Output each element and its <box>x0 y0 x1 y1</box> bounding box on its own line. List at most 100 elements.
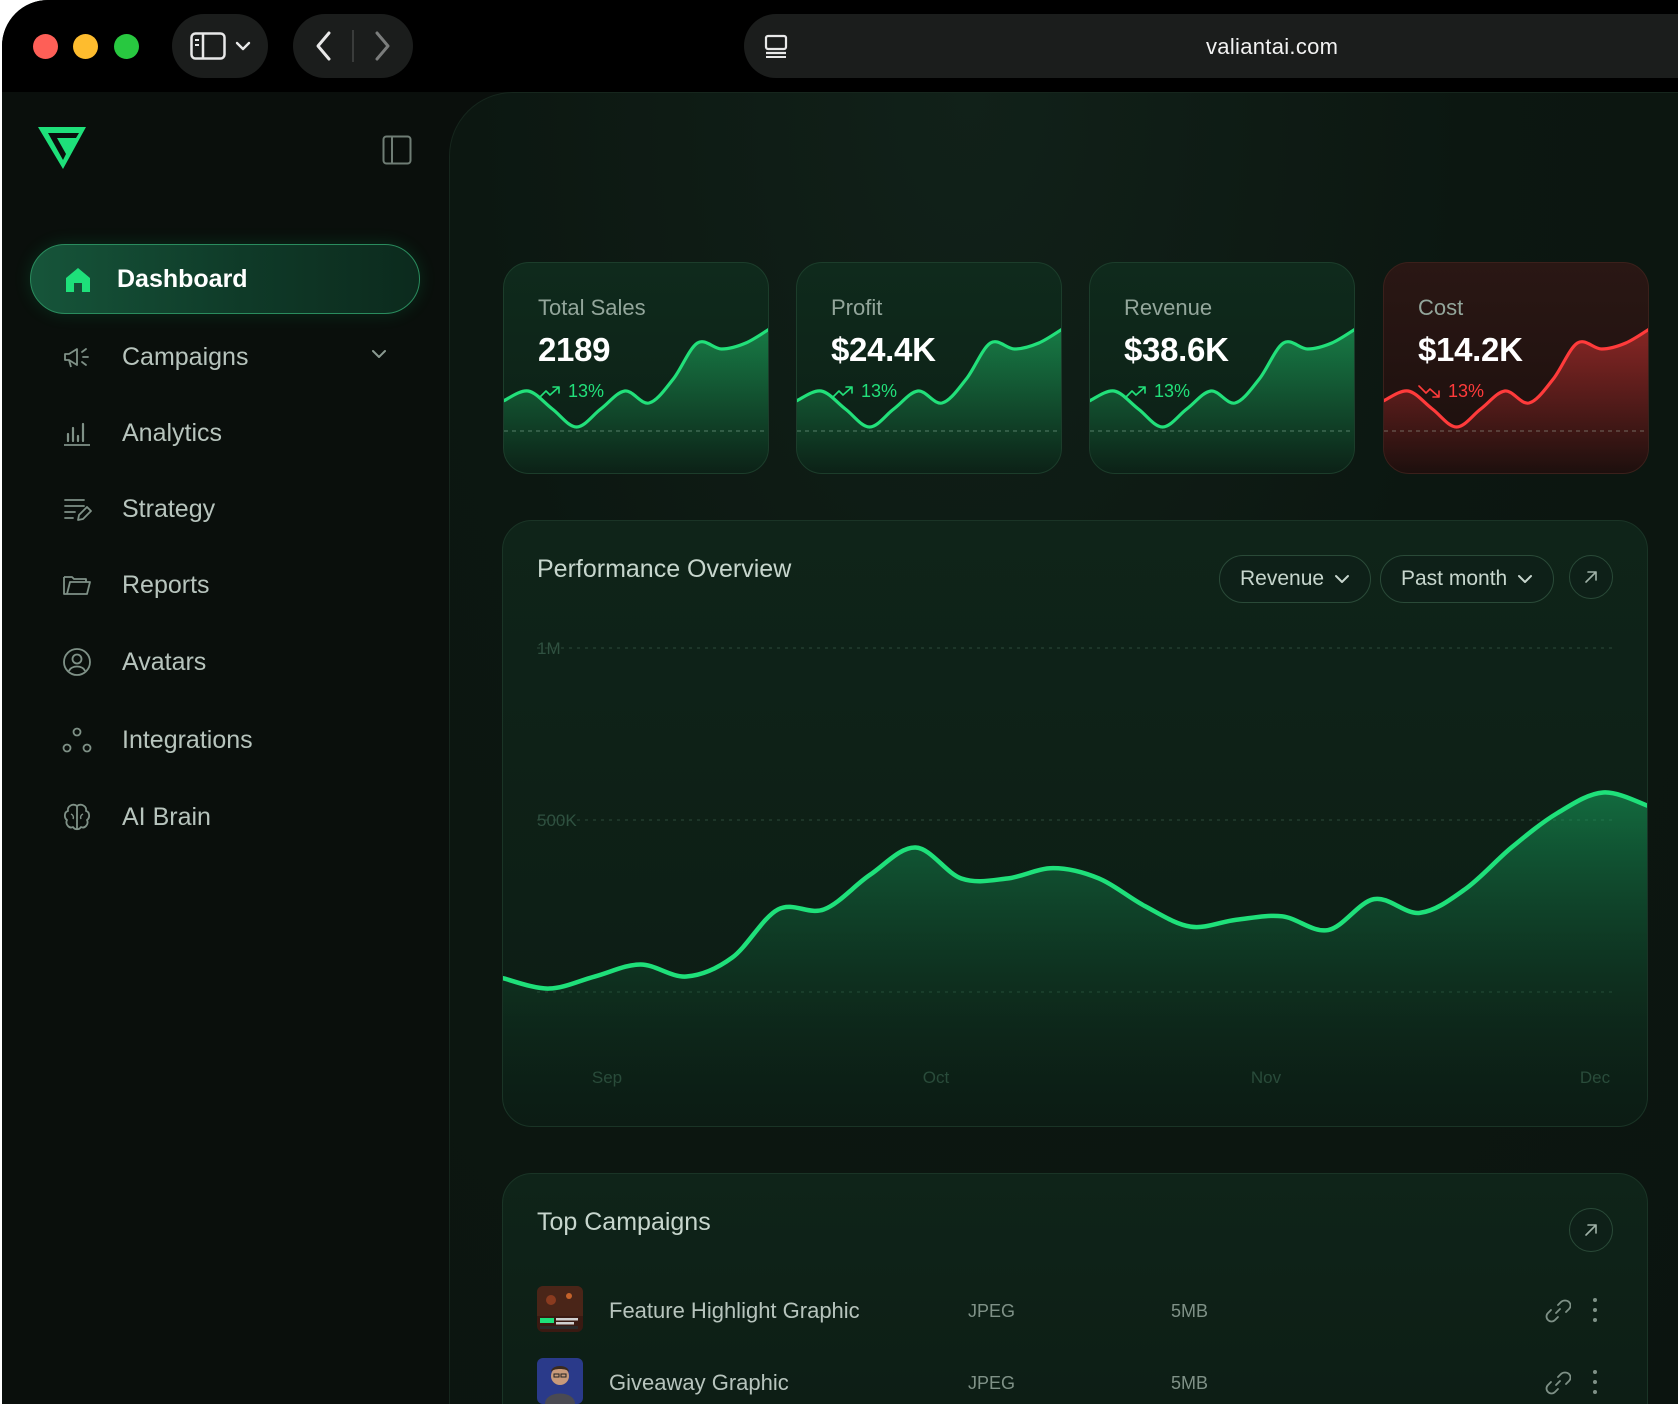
series-line <box>503 790 1647 991</box>
sidebar-item-label: Avatars <box>122 647 207 676</box>
sidebar-icon <box>190 32 226 60</box>
area-fill <box>503 792 1647 1126</box>
sidebar-item-label: Analytics <box>122 418 223 447</box>
sidebar-item-label: Dashboard <box>117 264 248 293</box>
stat-card-profit[interactable]: Profit $24.4K 13% <box>796 262 1062 474</box>
performance-chart: 1M500KSepOctNovDec <box>503 639 1647 1126</box>
brain-icon <box>63 803 91 831</box>
sidebar-item-analytics[interactable]: Analytics <box>30 398 420 468</box>
period-select[interactable]: Past month <box>1380 555 1555 603</box>
browser-toolbar: valiantai.com <box>2 0 1678 92</box>
sparkline-line <box>504 327 768 429</box>
table-row[interactable]: Feature Highlight Graphic JPEG 5MB <box>537 1286 1617 1338</box>
megaphone-icon <box>64 348 89 368</box>
valiant-logo <box>38 127 86 169</box>
nodes-icon <box>62 727 92 753</box>
metric-select[interactable]: Revenue <box>1219 555 1372 603</box>
folder-icon <box>63 576 91 595</box>
chevron-down-icon <box>235 41 251 51</box>
stat-delta-value: 13% <box>1448 381 1485 401</box>
stat-card-cost[interactable]: Cost $14.2K 13% <box>1383 262 1649 474</box>
stat-title: Cost <box>1418 295 1464 320</box>
forward-arrow-icon[interactable] <box>371 30 393 62</box>
stat-value: $38.6K <box>1124 331 1229 368</box>
stat-delta-value: 13% <box>1154 381 1191 401</box>
stat-delta: 13% <box>1418 381 1484 402</box>
campaign-size: 5MB <box>1171 1301 1209 1321</box>
performance-overview-panel: Performance Overview Revenue Past month <box>502 520 1648 1127</box>
chevron-down-icon[interactable] <box>370 348 388 360</box>
stat-delta: 13% <box>538 381 604 402</box>
sparkline <box>1384 327 1648 473</box>
metric-select-value: Revenue <box>1240 567 1325 590</box>
back-arrow-icon[interactable] <box>313 30 335 62</box>
campaign-name: Feature Highlight Graphic <box>609 1298 860 1323</box>
sidebar-item-reports[interactable]: Reports <box>30 550 420 620</box>
arrow-up-right-icon <box>1585 1224 1597 1236</box>
collapse-sidebar-icon[interactable] <box>382 135 412 165</box>
sparkline <box>504 327 768 473</box>
expand-chart-button[interactable] <box>1569 555 1613 599</box>
maximize-window-button[interactable] <box>114 34 139 59</box>
stat-delta-value: 13% <box>861 381 898 401</box>
view-all-campaigns-button[interactable] <box>1569 1208 1613 1252</box>
link-icon[interactable] <box>1545 1370 1571 1396</box>
more-vertical-icon[interactable] <box>1591 1368 1599 1396</box>
stat-title: Profit <box>831 295 883 320</box>
bar-chart-icon <box>64 422 90 446</box>
link-icon[interactable] <box>1545 1298 1571 1324</box>
sidebar-item-label: Strategy <box>122 494 216 523</box>
campaign-type: JPEG <box>968 1373 1016 1393</box>
address-bar[interactable]: valiantai.com <box>744 14 1678 78</box>
sparkline-line <box>797 327 1061 429</box>
panel-title: Performance Overview <box>537 555 792 583</box>
campaign-type: JPEG <box>968 1301 1016 1321</box>
sidebar-item-label: AI Brain <box>122 802 211 831</box>
stat-delta-value: 13% <box>568 381 605 401</box>
campaign-size: 5MB <box>1171 1373 1209 1393</box>
sparkline-area <box>1090 329 1354 473</box>
panel-title: Top Campaigns <box>537 1208 711 1236</box>
stat-card-total-sales[interactable]: Total Sales 2189 13% <box>503 262 769 474</box>
trend-up-icon <box>831 385 853 399</box>
trend-down-icon <box>1418 384 1440 398</box>
y-tick-label: 500K <box>537 811 577 830</box>
tab-overview-icon <box>764 34 788 58</box>
sidebar-item-label: Campaigns <box>122 342 249 371</box>
browser-navigation <box>293 14 413 78</box>
sidebar-item-label: Integrations <box>122 725 253 754</box>
sidebar-item-ai-brain[interactable]: AI Brain <box>30 782 420 852</box>
stat-card-revenue[interactable]: Revenue $38.6K 13% <box>1089 262 1355 474</box>
arrow-up-right-icon <box>1585 571 1597 583</box>
stat-title: Revenue <box>1124 295 1213 320</box>
stat-delta: 13% <box>831 381 897 402</box>
sparkline-area <box>1384 329 1648 473</box>
stat-value: $24.4K <box>831 331 936 368</box>
browser-sidebar-toggle[interactable] <box>172 14 268 78</box>
campaign-name: Giveaway Graphic <box>609 1370 789 1395</box>
sparkline <box>1090 327 1354 473</box>
sidebar-item-dashboard[interactable]: Dashboard <box>30 244 420 314</box>
home-icon <box>66 268 90 292</box>
chevron-down-icon <box>1335 575 1350 583</box>
campaign-thumbnail <box>537 1286 583 1332</box>
chevron-down-icon <box>1518 575 1533 583</box>
top-campaigns-panel: Top Campaigns Fea <box>502 1173 1648 1404</box>
close-window-button[interactable] <box>33 34 58 59</box>
sparkline-area <box>797 329 1061 473</box>
sidebar-item-integrations[interactable]: Integrations <box>30 705 420 775</box>
sidebar-item-strategy[interactable]: Strategy <box>30 474 420 544</box>
more-vertical-icon[interactable] <box>1591 1296 1599 1324</box>
sparkline-area <box>504 329 768 473</box>
table-row[interactable]: Giveaway Graphic JPEG 5MB <box>537 1358 1617 1404</box>
sidebar-item-avatars[interactable]: Avatars <box>30 627 420 697</box>
stat-title: Total Sales <box>538 295 646 320</box>
trend-up-icon <box>1124 385 1146 399</box>
campaign-thumbnail <box>537 1358 583 1404</box>
sidebar-item-campaigns[interactable]: Campaigns <box>30 322 420 392</box>
stat-value: $14.2K <box>1418 331 1523 368</box>
minimize-window-button[interactable] <box>73 34 98 59</box>
stat-value: 2189 <box>538 331 611 368</box>
stat-delta: 13% <box>1124 381 1190 402</box>
